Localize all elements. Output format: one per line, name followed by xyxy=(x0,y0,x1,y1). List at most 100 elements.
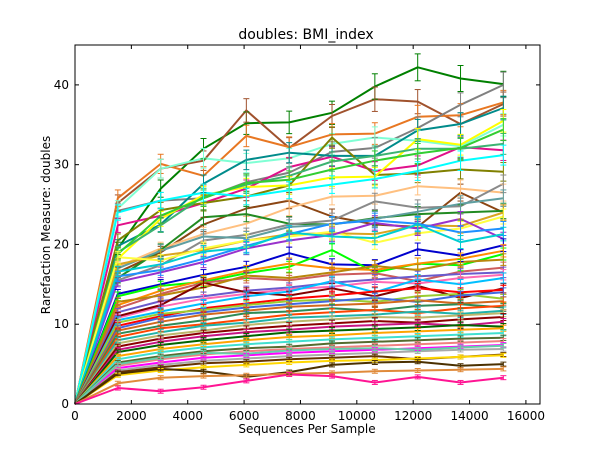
error-bar xyxy=(200,373,207,379)
error-bar xyxy=(500,118,507,142)
error-bar xyxy=(286,199,293,217)
error-bar xyxy=(329,346,336,352)
error-bar xyxy=(114,265,121,278)
error-bar xyxy=(371,368,378,374)
error-bar xyxy=(500,342,507,349)
error-bar xyxy=(157,158,164,179)
error-bar xyxy=(157,258,164,271)
error-bar xyxy=(457,354,464,360)
x-tick-label: 4000 xyxy=(172,409,203,423)
error-bar xyxy=(200,384,207,390)
error-bar xyxy=(414,367,421,373)
error-bar xyxy=(286,142,293,164)
error-bar xyxy=(500,366,507,372)
error-bar xyxy=(200,368,207,374)
error-bar xyxy=(114,204,121,221)
error-bar xyxy=(243,206,250,223)
error-bar xyxy=(329,175,336,194)
error-bar xyxy=(286,360,293,366)
error-bar xyxy=(329,362,336,368)
error-bar xyxy=(243,98,250,123)
error-bar xyxy=(457,255,464,269)
error-bar xyxy=(114,361,121,367)
x-tick-label: 8000 xyxy=(285,409,316,423)
error-bar xyxy=(243,378,250,384)
error-bar xyxy=(243,269,250,282)
y-tick-label: 20 xyxy=(54,237,69,251)
error-bar xyxy=(200,245,207,259)
y-tick-label: 30 xyxy=(54,158,69,172)
x-axis-title: Sequences Per Sample xyxy=(238,422,375,436)
error-bar xyxy=(457,367,464,373)
error-bar xyxy=(371,259,378,273)
error-bar xyxy=(457,344,464,351)
error-bar xyxy=(457,235,464,250)
x-axis: 0 2000 4000 6000 8000 10000 12000 14000 16000 xyxy=(71,45,545,423)
error-bar xyxy=(500,272,507,284)
error-bar xyxy=(500,361,507,367)
error-bar xyxy=(329,229,336,244)
error-bar xyxy=(286,110,293,135)
error-bar xyxy=(414,374,421,380)
x-tick-label: 14000 xyxy=(450,409,488,423)
error-bar xyxy=(457,64,464,93)
error-bar xyxy=(371,192,378,210)
error-bar xyxy=(286,347,293,354)
error-bar xyxy=(114,371,121,377)
error-bar xyxy=(500,144,507,166)
error-bar xyxy=(243,362,250,368)
error-bar xyxy=(414,242,421,256)
error-bar xyxy=(329,243,336,257)
error-bar xyxy=(414,161,421,181)
error-bar xyxy=(157,366,164,372)
y-tick-label: 0 xyxy=(61,397,69,411)
error-bar xyxy=(157,355,164,361)
error-bar xyxy=(114,385,121,391)
error-bar xyxy=(286,257,293,270)
error-bar xyxy=(371,86,378,112)
error-bar xyxy=(371,230,378,246)
error-bar xyxy=(243,124,250,148)
x-tick-label: 16000 xyxy=(507,409,545,423)
error-bar xyxy=(200,277,207,289)
y-tick-label: 10 xyxy=(54,317,69,331)
x-tick-label: 2000 xyxy=(116,409,147,423)
error-bar xyxy=(414,216,421,233)
error-bar xyxy=(329,126,336,149)
x-tick-label: 0 xyxy=(71,409,79,423)
y-axis: 0 10 20 30 40 xyxy=(54,78,540,411)
error-bar xyxy=(500,253,507,266)
error-bar xyxy=(114,250,121,264)
y-tick-label: 40 xyxy=(54,78,69,92)
plot-frame xyxy=(74,44,541,405)
error-bar xyxy=(371,345,378,351)
error-bar xyxy=(457,150,464,171)
error-bar xyxy=(500,375,507,381)
error-bar xyxy=(157,388,164,394)
error-bar xyxy=(157,191,164,210)
error-bar xyxy=(414,53,421,82)
error-bar xyxy=(243,149,250,171)
errorbar-layer xyxy=(114,53,507,394)
error-bar xyxy=(200,183,207,202)
error-bar xyxy=(329,373,336,379)
error-bar xyxy=(157,375,164,381)
error-bar xyxy=(286,225,293,240)
y-axis-title: Rarefaction Measure: doubles xyxy=(39,136,53,314)
error-bar xyxy=(286,371,293,377)
error-bar xyxy=(200,350,207,356)
error-bar xyxy=(286,181,293,200)
error-bar xyxy=(414,347,421,353)
x-tick-label: 6000 xyxy=(229,409,260,423)
error-bar xyxy=(457,379,464,385)
error-bar xyxy=(371,169,378,189)
error-bar xyxy=(243,351,250,357)
error-bar xyxy=(114,380,121,386)
error-bar xyxy=(200,147,207,169)
error-bar xyxy=(371,379,378,385)
chart-title: doubles: BMI_index xyxy=(238,27,373,43)
error-bar xyxy=(500,352,507,358)
error-bar xyxy=(243,372,250,378)
error-bar xyxy=(329,275,336,287)
